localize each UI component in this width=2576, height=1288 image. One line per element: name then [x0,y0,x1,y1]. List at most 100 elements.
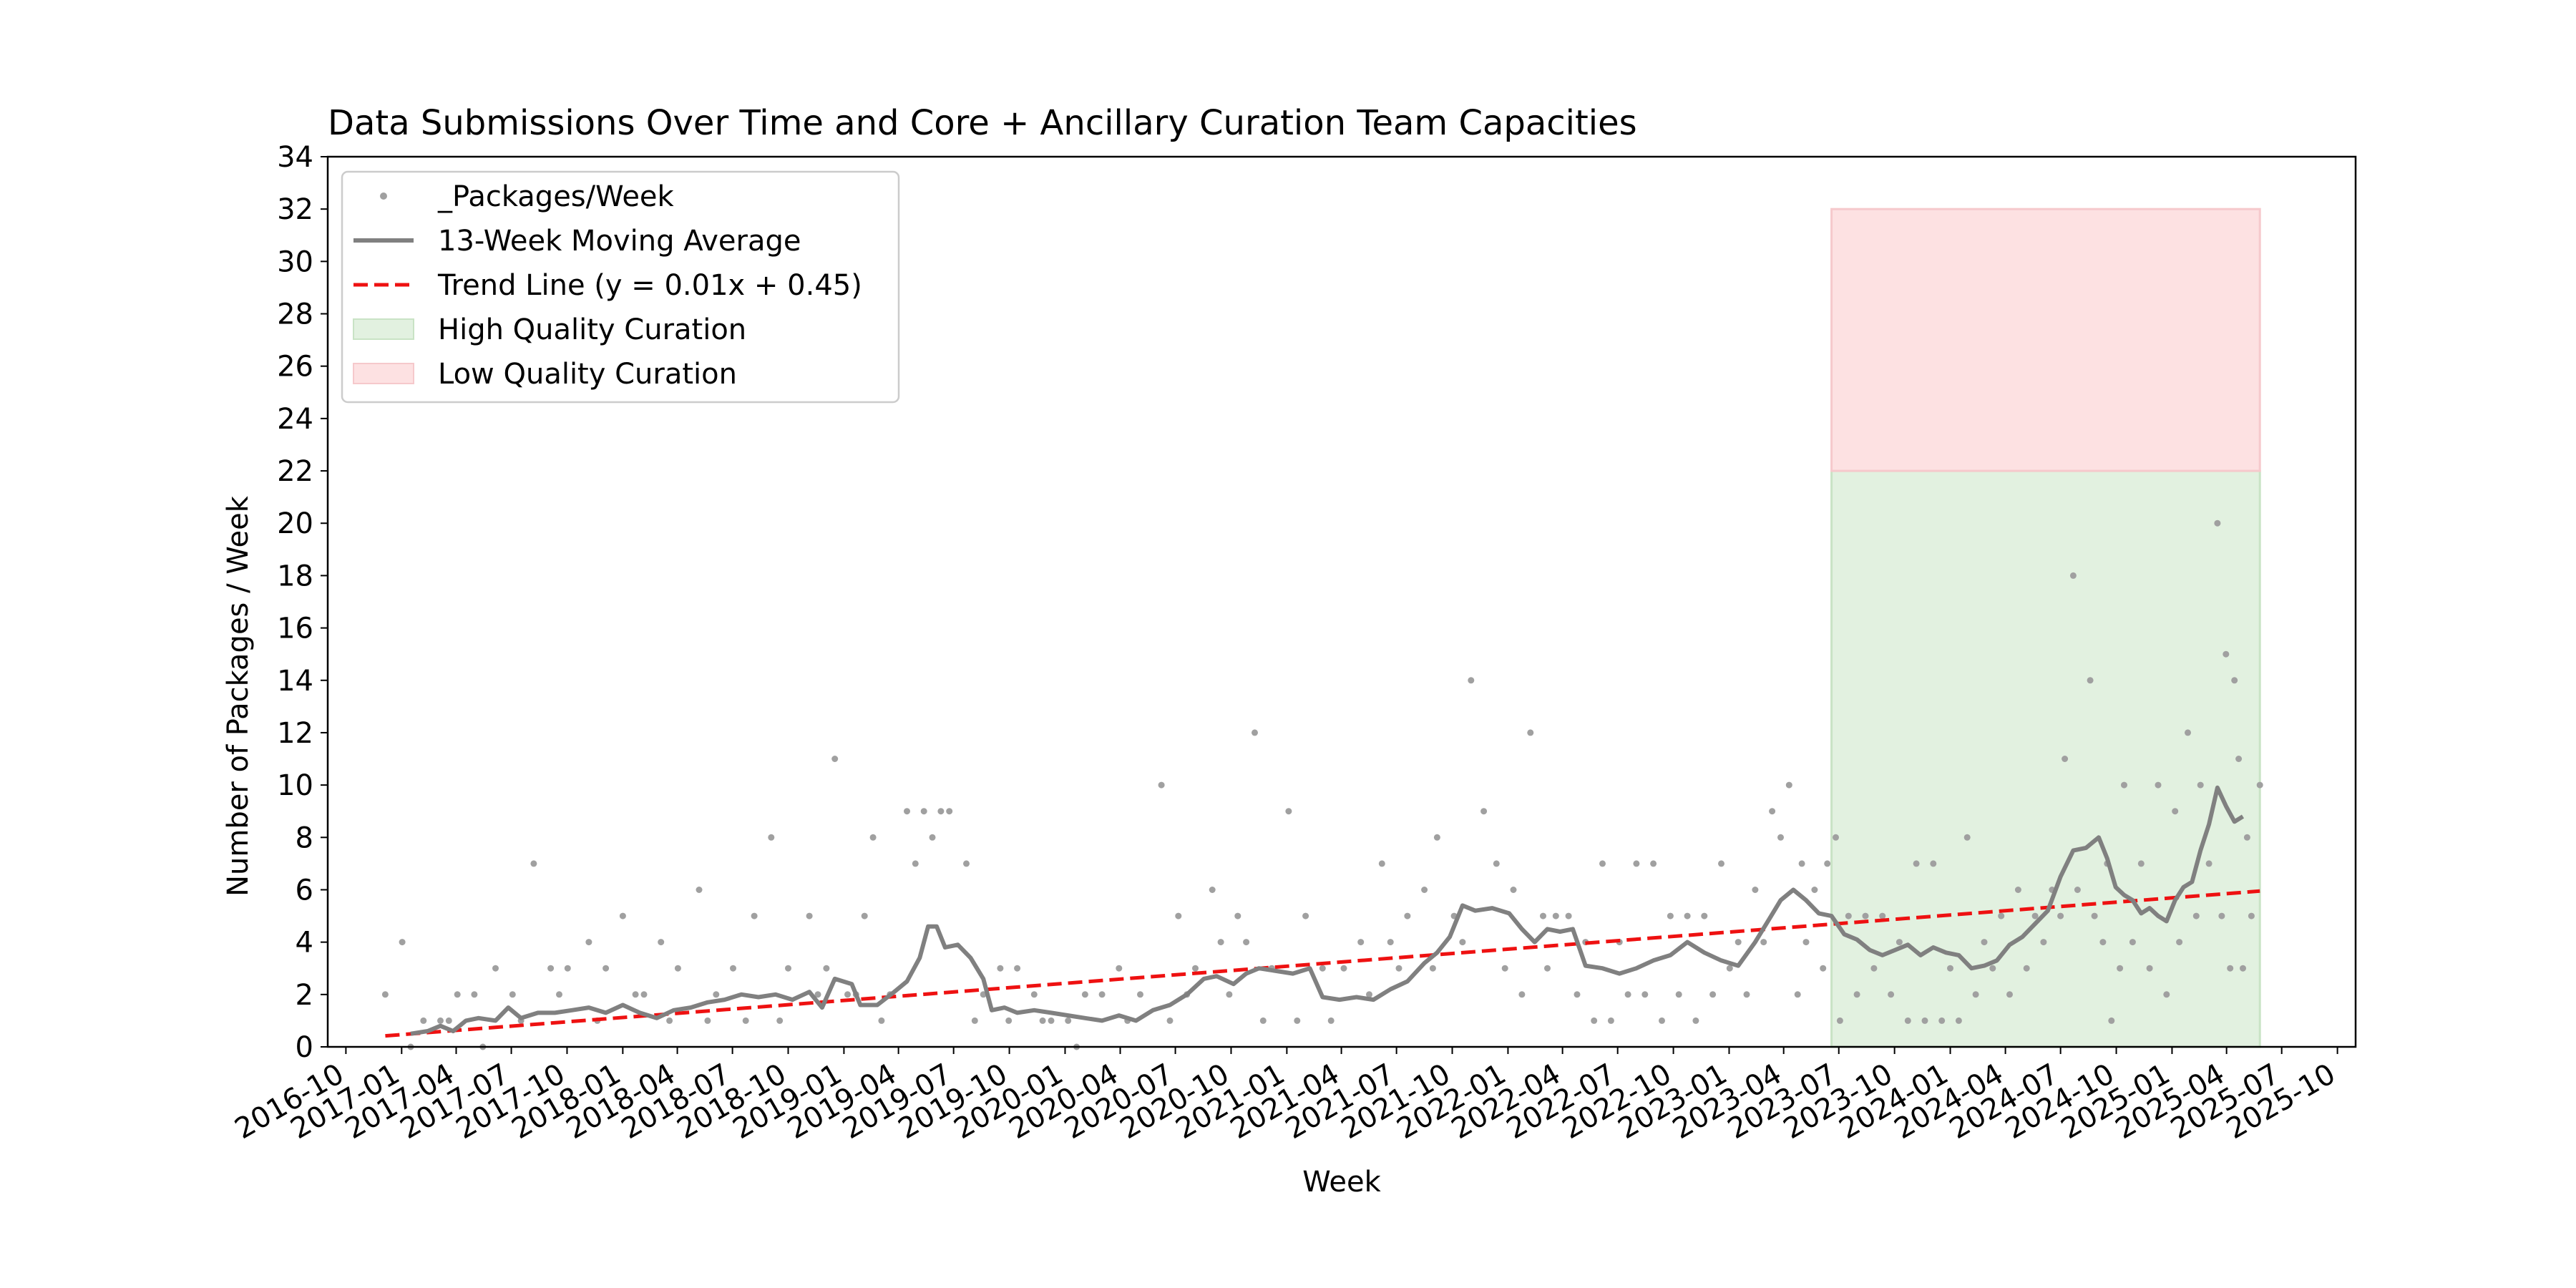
data-point [1798,860,1805,867]
y-axis-label: Number of Packages / Week [222,495,255,897]
data-point [2185,729,2191,736]
data-point [1252,729,1258,736]
data-point [1726,965,1733,972]
data-point [2146,965,2153,972]
data-point [1921,1017,1928,1024]
legend-label: _Packages/Week [437,180,675,213]
data-point [1930,860,1937,867]
data-point [946,808,953,815]
data-point [1243,939,1250,946]
data-point [1972,991,1979,998]
data-point [1048,1017,1055,1024]
y-tick-label: 4 [296,927,313,960]
data-point [1302,912,1309,919]
data-point [1870,965,1878,972]
y-tick-label: 28 [277,298,313,331]
data-point [1709,991,1717,998]
data-point [742,1017,749,1024]
data-point [713,991,720,998]
data-point [1650,860,1657,867]
y-tick-label: 16 [277,613,313,645]
data-point [1667,912,1674,919]
high-quality-curation-region [1830,469,2261,1048]
data-point [530,860,537,867]
data-point [1175,912,1182,919]
data-point [2231,677,2238,684]
data-point [1039,1017,1046,1024]
data-point [1065,1017,1072,1024]
data-point [1735,939,1742,946]
data-point [1888,991,1895,998]
data-point [776,1017,784,1024]
data-point [1158,781,1165,789]
curation-regions [1830,208,2261,1048]
data-point [509,991,516,998]
y-tick-label: 6 [296,874,313,907]
legend-marker-high-quality [353,318,414,340]
data-point [904,808,910,815]
data-point [806,912,813,919]
data-point [1785,781,1792,789]
data-point [2240,965,2246,972]
legend-marker-points [380,192,387,200]
data-point [454,991,461,998]
data-point [878,1017,885,1024]
data-point [556,991,562,998]
data-point [2172,808,2179,815]
data-point [2069,572,2077,579]
data-point [1718,860,1724,867]
data-point [1357,939,1365,946]
data-point [2031,912,2039,919]
data-point [1565,912,1572,919]
data-point [1684,912,1691,919]
data-point [1591,1017,1598,1024]
data-point [1599,860,1606,867]
data-point [1659,1017,1665,1024]
data-point [1234,912,1241,919]
moving-average-group [410,785,2245,1036]
data-point [2006,991,2013,998]
data-point [2057,912,2064,919]
data-point [861,912,868,919]
data-point [1963,834,1971,841]
moving-average-line [410,785,2245,1036]
data-point [1853,991,1860,998]
data-point [869,834,877,841]
data-point [1098,991,1106,998]
data-point [471,991,478,998]
data-point [1633,860,1640,867]
data-point [1552,912,1559,919]
data-point [1981,939,1988,946]
data-point [1641,991,1649,998]
data-point [1836,1017,1843,1024]
data-point [1510,887,1517,893]
data-point [997,965,1004,972]
data-point [1459,939,1466,946]
data-point [381,991,389,998]
data-point [814,991,821,998]
data-point [1294,1017,1301,1024]
data-point [1743,991,1750,998]
data-point [1433,834,1440,841]
y-tick-label: 2 [296,979,313,1012]
data-point [2176,939,2183,946]
data-point [1226,991,1233,998]
data-point [1319,965,1326,972]
data-point [2108,1017,2115,1024]
data-point [1493,860,1500,867]
trend-line-group [385,889,2260,1038]
data-point [696,887,703,893]
data-point [1833,834,1839,841]
data-point [1340,965,1347,972]
data-point [602,965,610,972]
data-point [2062,756,2069,762]
data-point [399,939,406,946]
data-point [1955,1017,1962,1024]
y-tick-label: 0 [296,1031,313,1064]
data-point [1387,939,1394,946]
data-point [1947,965,1953,972]
data-point [1081,991,1088,998]
data-point [1116,965,1123,972]
data-point [1692,1017,1699,1024]
